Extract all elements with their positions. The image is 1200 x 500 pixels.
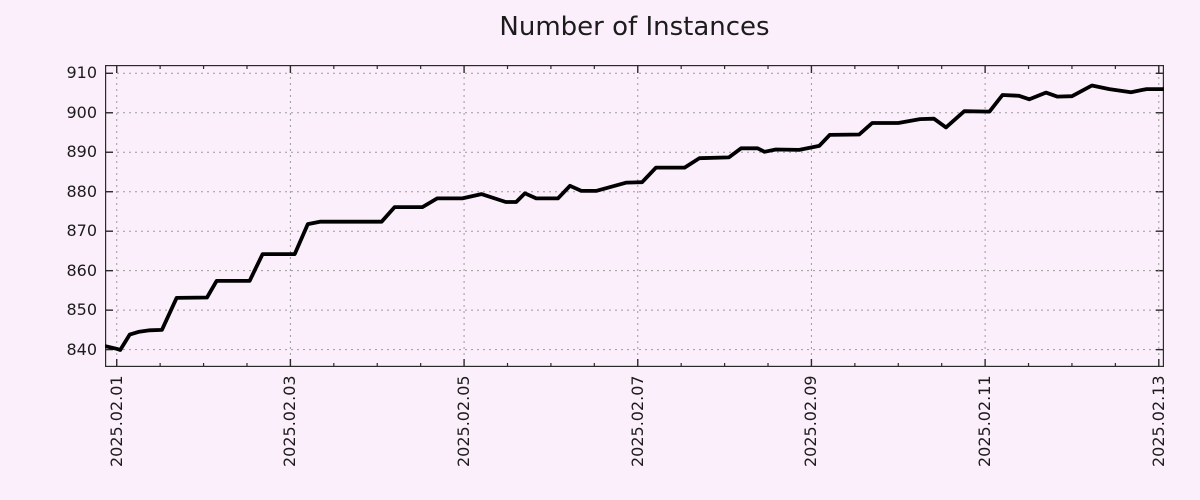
y-axis-label: 850 <box>66 300 97 320</box>
y-axis-label: 910 <box>66 63 97 83</box>
y-axis-label: 900 <box>66 102 97 122</box>
x-axis-label: 2025.02.05 <box>454 375 474 467</box>
x-axis-label: 2025.02.09 <box>801 375 821 467</box>
x-axis-label: 2025.02.13 <box>1148 375 1168 467</box>
x-axis-label: 2025.02.01 <box>106 375 126 467</box>
chart-title: Number of Instances <box>499 12 770 42</box>
y-axis-label: 860 <box>66 260 97 280</box>
x-axis-label: 2025.02.03 <box>280 375 300 467</box>
series-line-instances <box>105 83 1164 352</box>
plot-area <box>105 65 1164 367</box>
x-axis-label: 2025.02.11 <box>975 375 995 467</box>
y-axis-label: 880 <box>66 181 97 201</box>
y-axis-label: 890 <box>66 142 97 162</box>
x-axis-label: 2025.02.07 <box>627 375 647 467</box>
y-axis-label: 840 <box>66 339 97 359</box>
plot-border <box>105 65 1164 367</box>
y-axis-label: 870 <box>66 221 97 241</box>
